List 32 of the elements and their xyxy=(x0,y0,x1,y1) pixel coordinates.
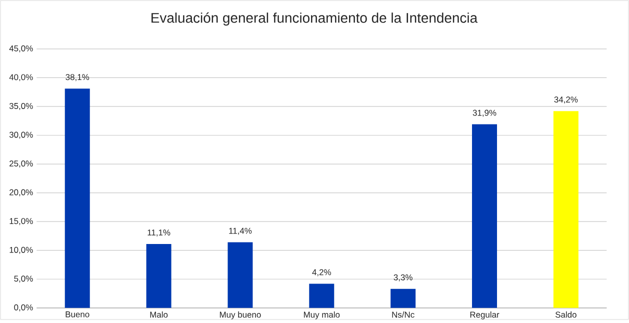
bar xyxy=(553,111,578,308)
bar xyxy=(64,88,90,308)
bar xyxy=(472,124,498,308)
y-tick-label: 20,0% xyxy=(10,189,33,196)
y-tick-label: 0,0% xyxy=(14,304,33,312)
y-tick-label: 35,0% xyxy=(9,103,33,110)
x-tick-label: Ns/Nc xyxy=(392,312,414,318)
data-label: 3,3% xyxy=(394,274,412,282)
data-label: 4,2% xyxy=(312,269,332,276)
x-tick-label: Regular xyxy=(470,312,500,320)
bar xyxy=(390,289,416,308)
x-tick-label: Muy bueno xyxy=(220,312,261,320)
x-tick-label: Malo xyxy=(150,312,168,318)
bar xyxy=(309,284,334,308)
y-tick-label: 45,0% xyxy=(9,46,33,53)
data-label: 11,1% xyxy=(148,230,170,237)
y-tick-label: 40,0% xyxy=(9,74,33,82)
y-tick-label: 5,0% xyxy=(14,276,33,283)
data-label: 11,4% xyxy=(229,228,252,235)
bar xyxy=(228,242,253,308)
x-tick-label: Bueno xyxy=(66,312,90,318)
y-tick-label: 25,0% xyxy=(10,160,33,168)
y-tick-label: 15,0% xyxy=(10,218,33,226)
chart-title: Evaluación general funcionamiento de la Intendencia xyxy=(152,12,478,26)
y-tick-label: 10,0% xyxy=(10,247,33,254)
bar xyxy=(146,244,172,308)
y-tick-label: 30,0% xyxy=(9,132,33,139)
x-tick-label: Saldo xyxy=(556,312,576,318)
x-tick-label: Muy malo xyxy=(304,312,340,320)
data-label: 34,2% xyxy=(554,96,578,104)
data-label: 38,1% xyxy=(66,74,90,82)
data-label: 31,9% xyxy=(472,110,496,117)
